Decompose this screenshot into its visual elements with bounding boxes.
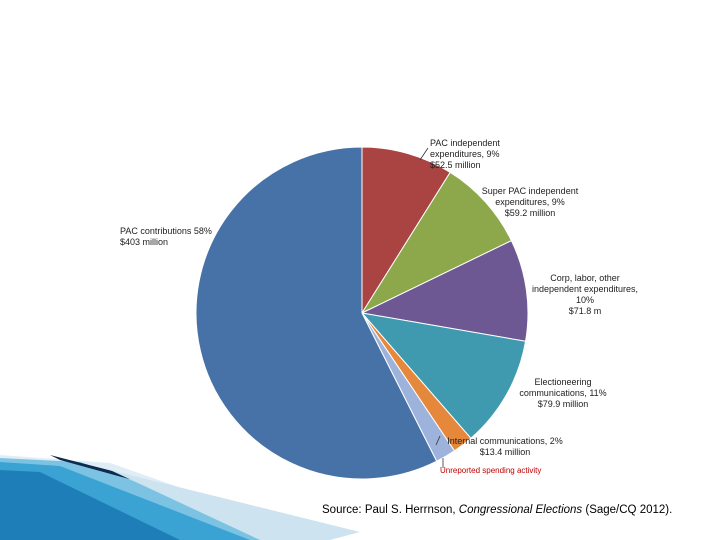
label-internal-communications: Internal communications, 2% $13.4 millio…	[447, 436, 563, 457]
label-pac-independent: PAC independent expenditures, 9% $52.5 m…	[430, 138, 500, 170]
leader-line	[419, 147, 429, 161]
source-prefix: Source: Paul S. Herrnson,	[322, 504, 459, 516]
label-pac-contributions: PAC contributions 58% $403 million	[120, 226, 212, 247]
decorative-swoosh	[0, 455, 360, 540]
label-unreported-spending: Unreported spending activity	[440, 466, 542, 475]
source-title: Congressional Elections	[458, 504, 583, 516]
pie-slice-pac-contributions	[195, 146, 438, 480]
label-electioneering: Electioneering communications, 11% $79.9…	[519, 377, 607, 409]
pie-slice-pac-independent	[361, 146, 451, 315]
label-corp-labor: Corp, labor, other independent expenditu…	[531, 273, 639, 316]
source-citation: Source: Paul S. Herrnson, Congressional …	[322, 503, 714, 517]
source-suffix: (Sage/CQ 2012).	[582, 504, 673, 516]
label-leader-lines	[419, 147, 444, 468]
pie-slice-corp-labor	[360, 239, 529, 342]
label-super-pac: Super PAC independent expenditures, 9% $…	[481, 186, 579, 218]
pie-slice-electioneering	[360, 312, 527, 440]
leader-line	[435, 435, 441, 446]
pie-slice-super-pac	[360, 171, 513, 315]
pie-chart	[195, 146, 529, 480]
